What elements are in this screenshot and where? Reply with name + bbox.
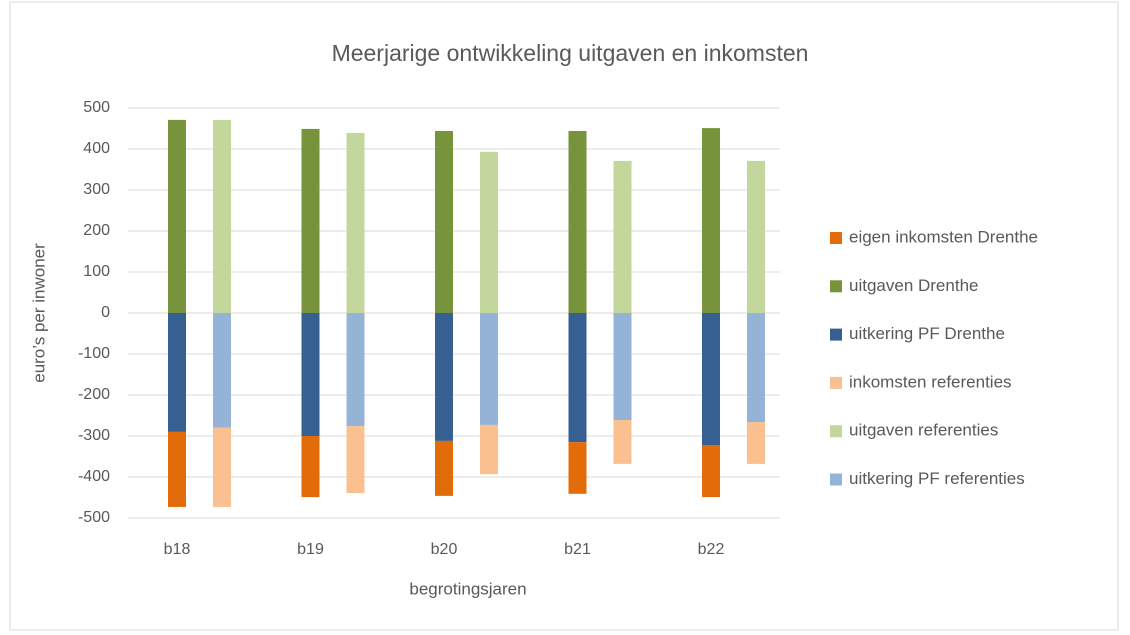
bar — [213, 119, 231, 313]
bar — [346, 133, 365, 313]
bar — [613, 160, 632, 313]
legend-swatch — [830, 280, 842, 293]
x-tick-label: b22 — [698, 541, 725, 558]
bar — [747, 160, 765, 313]
legend-label: uitgaven Drenthe — [849, 276, 978, 295]
y-tick-label: 200 — [83, 222, 110, 239]
bar — [480, 424, 498, 475]
legend-label: uitkering PF Drenthe — [849, 324, 1005, 343]
y-tick-label: 500 — [83, 99, 110, 116]
y-tick-label: -200 — [78, 386, 110, 403]
y-tick-label: -300 — [78, 427, 110, 444]
bar — [568, 442, 587, 494]
x-axis-label: begrotingsjaren — [409, 579, 526, 598]
bar — [168, 313, 186, 432]
bar — [613, 313, 632, 421]
legend-label: eigen inkomsten Drenthe — [849, 227, 1038, 246]
y-tick-label: -500 — [78, 509, 110, 526]
bar — [435, 440, 453, 496]
bar — [613, 420, 632, 464]
y-tick-label: 300 — [83, 181, 110, 198]
y-tick-label: -100 — [78, 345, 110, 362]
legend-swatch — [830, 376, 842, 389]
bar — [346, 426, 365, 493]
bar — [168, 119, 186, 313]
legend-swatch — [830, 232, 842, 244]
chart-frame — [9, 1, 1119, 631]
bar — [168, 431, 186, 507]
x-tick-label: b20 — [431, 541, 458, 558]
bar — [346, 313, 365, 427]
legend-swatch — [830, 473, 842, 486]
y-tick-label: -400 — [78, 468, 110, 485]
x-tick-label: b19 — [297, 541, 324, 558]
x-tick-label: b21 — [564, 541, 591, 558]
bar — [213, 313, 231, 428]
bar — [568, 130, 587, 313]
bar — [747, 422, 765, 464]
legend-label: inkomsten referenties — [849, 372, 1012, 391]
bar — [702, 445, 720, 498]
legend-label: uitkering PF referenties — [849, 469, 1025, 488]
y-axis-label: euro’s per inwoner — [29, 243, 48, 383]
bar — [702, 313, 720, 446]
bar — [213, 427, 231, 507]
bar — [301, 128, 320, 313]
bar — [568, 313, 587, 443]
legend-label: uitgaven referenties — [849, 421, 998, 440]
legend-swatch — [830, 425, 842, 438]
bar — [435, 130, 453, 313]
chart-title: Meerjarige ontwikkeling uitgaven en inko… — [332, 40, 809, 66]
x-tick-label: b18 — [164, 541, 191, 558]
y-tick-label: 400 — [83, 140, 110, 157]
bar — [747, 313, 765, 423]
y-tick-label: 100 — [83, 263, 110, 280]
bar — [702, 128, 720, 313]
legend-swatch — [830, 328, 842, 341]
bar — [480, 151, 498, 313]
bar — [301, 313, 320, 436]
bar — [301, 436, 320, 498]
y-tick-label: 0 — [101, 304, 110, 321]
bar — [435, 313, 453, 441]
bar — [480, 313, 498, 425]
